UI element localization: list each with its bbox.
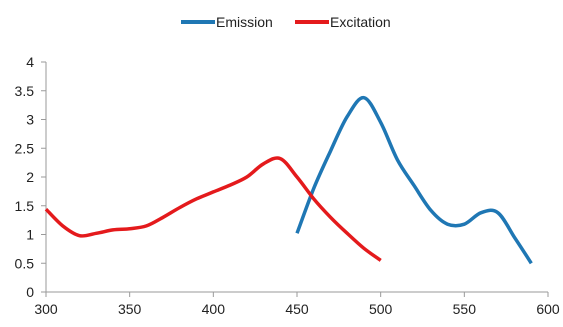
legend-label: Emission [216,14,273,30]
y-tick-label: 0 [26,284,34,300]
legend-item-emission: Emission [181,14,273,30]
y-tick-label: 3.5 [15,83,35,99]
series-line-excitation [44,156,382,262]
y-tick-label: 4 [26,54,34,70]
y-tick-label: 1.5 [15,198,35,214]
axes: 0 0.5 1 1.5 2 2.5 3 3.5 4 300 350 400 450 500 550 600 [15,54,560,317]
y-tick-label: 3 [26,112,34,128]
x-tick-label: 450 [285,301,309,317]
y-tick-label: 0.5 [15,255,35,271]
y-tick-label: 1 [26,227,34,243]
legend-item-excitation: Excitation [295,14,391,30]
y-tick-label: 2.5 [15,140,35,156]
series-line-emission [295,95,533,265]
x-tick-label: 500 [369,301,393,317]
series-layer [44,95,533,265]
legend: Emission Excitation [181,14,391,30]
x-tick-label: 550 [453,301,477,317]
x-tick-label: 400 [202,301,226,317]
x-tick-label: 350 [118,301,142,317]
x-tick-label: 300 [34,301,58,317]
y-tick-label: 2 [26,169,34,185]
x-tick-label: 600 [536,301,560,317]
legend-label: Excitation [330,14,391,30]
